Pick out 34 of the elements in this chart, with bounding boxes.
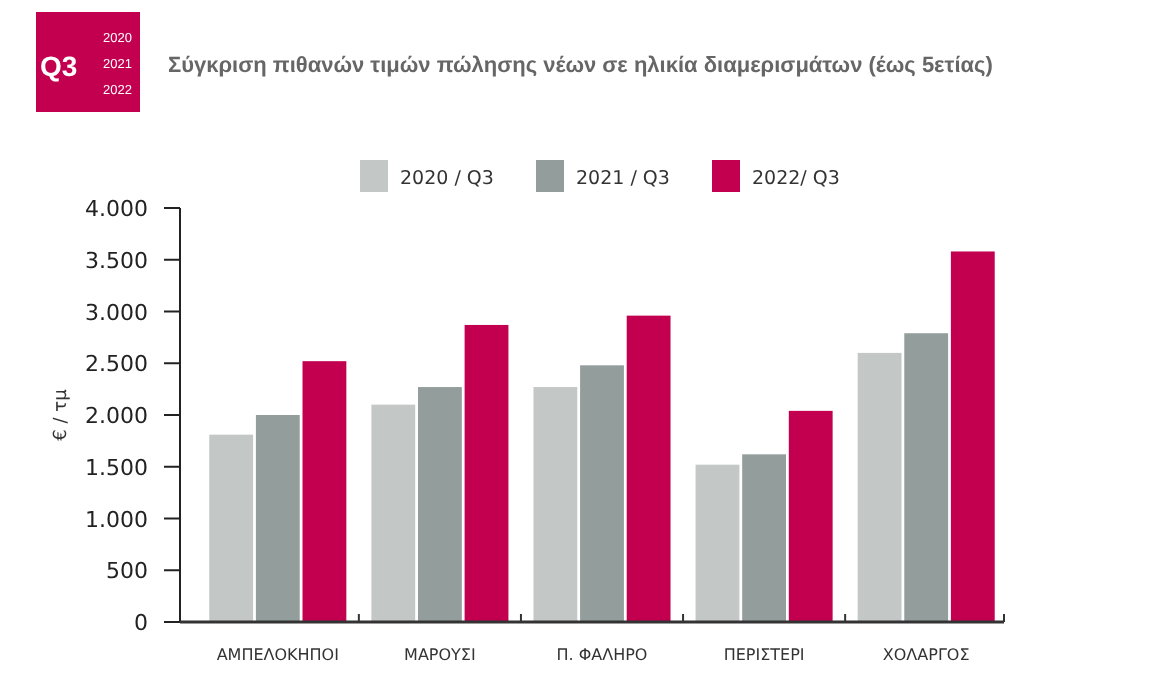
bar (417, 387, 462, 622)
y-tick-label: 2.500 (85, 351, 148, 378)
bar (626, 315, 671, 622)
bar (533, 387, 578, 622)
bar (950, 251, 995, 622)
bar (302, 361, 347, 622)
bar (371, 404, 416, 622)
y-tick-label: 3.000 (85, 299, 148, 326)
x-tick-label: ΜΑΡΟΥΣΙ (404, 646, 476, 664)
chart-title: Σύγκριση πιθανών τιμών πώλησης νέων σε ηλικία διαμερισμάτων (έως 5ετίας) (168, 54, 994, 78)
bar (580, 365, 624, 622)
x-tick-label: Π. ΦΑΛΗΡΟ (556, 646, 648, 664)
y-tick-label: 3.500 (85, 247, 148, 274)
legend-label: 2022/ Q3 (752, 168, 840, 190)
bar (255, 415, 300, 622)
y-tick-label: 0 (134, 610, 148, 636)
bar (742, 454, 787, 622)
x-tick-label: ΧΟΛΑΡΓΟΣ (882, 646, 970, 664)
bar (788, 410, 833, 622)
bar (904, 333, 949, 622)
x-tick-label: ΠΕΡΙΣΤΕΡΙ (723, 646, 805, 664)
y-axis-title: € / τμ (52, 388, 72, 441)
y-tick-label: 1.500 (85, 454, 148, 481)
y-tick-label: 2.000 (85, 403, 148, 429)
bar (695, 464, 740, 622)
bar (209, 434, 254, 622)
y-tick-label: 500 (106, 558, 148, 585)
y-tick-label: 4.000 (85, 196, 148, 222)
bar (464, 324, 509, 622)
bar (857, 352, 902, 622)
legend-label: 2020 / Q3 (400, 168, 494, 190)
x-tick-label: ΑΜΠΕΛΟΚΗΠΟΙ (216, 646, 339, 664)
y-tick-label: 1.000 (85, 506, 148, 533)
legend-label: 2021 / Q3 (576, 168, 670, 190)
